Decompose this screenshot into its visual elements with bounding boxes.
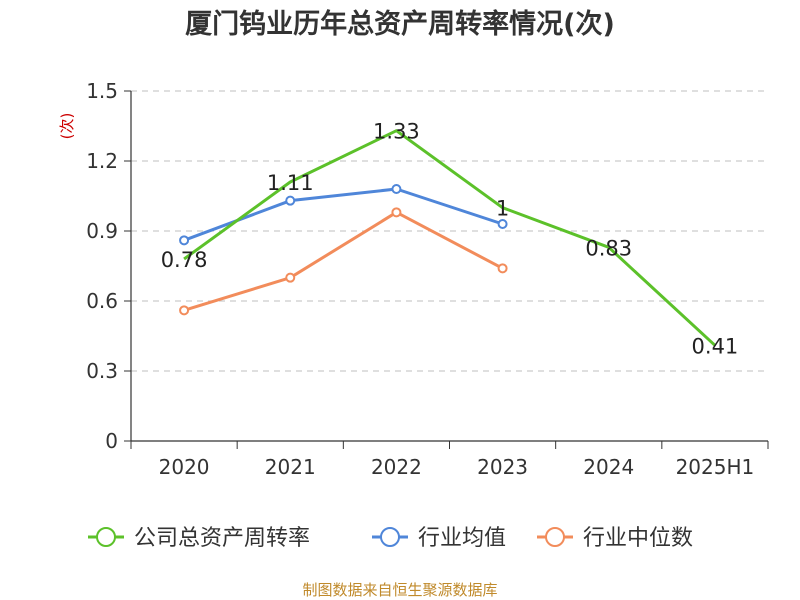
x-tick-label: 2023 [477, 455, 528, 479]
data-label: 0.41 [692, 334, 739, 358]
series-line-2 [183, 210, 504, 312]
x-tick-label: 2022 [371, 455, 422, 479]
legend-item-2[interactable]: 行业中位数 [537, 526, 693, 551]
legend-item-1[interactable]: 行业均值 [372, 526, 506, 551]
data-point [179, 305, 190, 316]
source-note: 制图数据来自恒生聚源数据库 [302, 581, 497, 599]
x-tick-label: 2024 [583, 455, 634, 479]
y-tick-label: 1.5 [86, 79, 118, 103]
data-point [285, 272, 296, 283]
x-tick-label: 2020 [159, 455, 210, 479]
series-line-0 [183, 129, 716, 347]
y-tick-label: 1.2 [86, 149, 118, 173]
data-point [497, 263, 508, 274]
data-label: 0.78 [161, 248, 208, 272]
data-point [391, 184, 402, 194]
legend-marker [545, 527, 565, 547]
data-point [497, 219, 508, 229]
y-tick-label: 0.6 [86, 289, 118, 313]
legend-label: 行业中位数 [583, 526, 693, 551]
legend-label: 公司总资产周转率 [134, 526, 310, 551]
chart-title: 厦门钨业历年总资产周转率情况(次) [185, 8, 615, 40]
x-tick-label: 2025H1 [676, 455, 755, 479]
legend-marker [96, 527, 116, 547]
legend-marker [380, 527, 400, 547]
y-tick-label: 0 [105, 429, 118, 453]
data-point [285, 195, 296, 206]
y-axis-label: (次) [58, 113, 76, 140]
y-tick-label: 0.3 [86, 359, 118, 383]
x-tick-label: 2021 [265, 455, 316, 479]
data-label: 1.33 [373, 120, 420, 144]
data-label: 1.11 [267, 171, 314, 195]
data-point [179, 235, 190, 246]
series-line-1 [183, 187, 504, 242]
legend-item-0[interactable]: 公司总资产周转率 [88, 526, 310, 551]
legend-label: 行业均值 [418, 526, 506, 551]
data-label: 1 [496, 197, 509, 221]
data-label: 0.83 [585, 236, 632, 260]
data-point [391, 207, 402, 218]
y-tick-label: 0.9 [86, 219, 118, 243]
